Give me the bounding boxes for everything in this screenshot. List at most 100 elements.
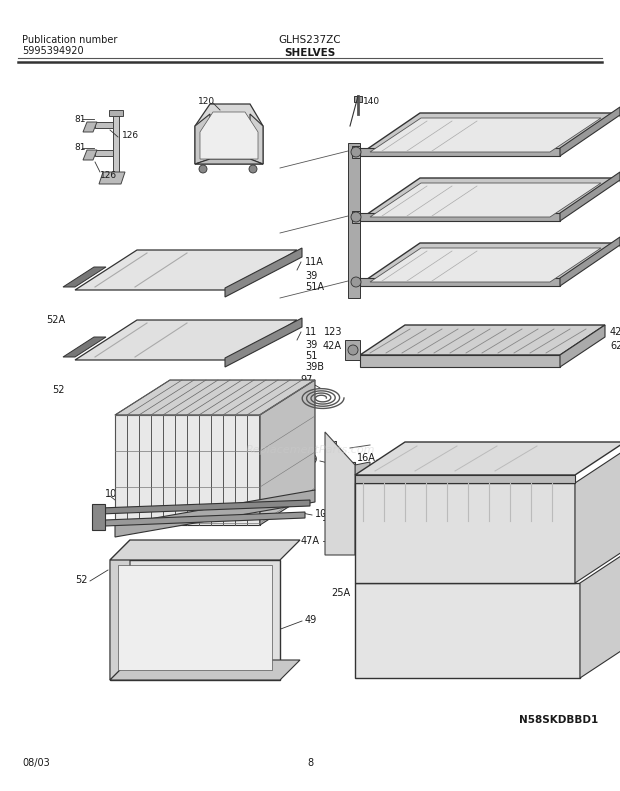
Text: 51: 51: [305, 351, 317, 361]
Text: 2: 2: [356, 485, 362, 495]
Text: 47A: 47A: [301, 536, 320, 546]
Polygon shape: [370, 118, 601, 152]
Text: 42: 42: [610, 327, 620, 337]
Polygon shape: [352, 276, 360, 288]
Polygon shape: [195, 114, 210, 164]
Text: 39: 39: [305, 340, 317, 350]
Text: 52: 52: [76, 575, 88, 585]
Polygon shape: [360, 355, 560, 367]
Polygon shape: [575, 450, 620, 583]
Text: 52A: 52A: [46, 315, 65, 325]
Text: 126: 126: [100, 171, 117, 180]
Polygon shape: [95, 122, 113, 128]
Polygon shape: [360, 243, 620, 284]
Polygon shape: [360, 148, 560, 156]
Polygon shape: [225, 318, 302, 367]
Polygon shape: [63, 267, 106, 287]
Text: ReplacementParts.com: ReplacementParts.com: [246, 445, 374, 455]
Text: 8: 8: [307, 758, 313, 768]
Polygon shape: [560, 325, 605, 367]
Text: GLHS237ZC: GLHS237ZC: [278, 35, 342, 45]
Text: 16A: 16A: [357, 453, 376, 463]
Text: 25A: 25A: [456, 615, 474, 625]
Polygon shape: [360, 213, 560, 221]
Polygon shape: [348, 143, 360, 298]
Polygon shape: [195, 104, 263, 164]
Polygon shape: [99, 172, 125, 184]
Polygon shape: [325, 432, 355, 555]
Polygon shape: [260, 380, 315, 525]
Polygon shape: [370, 248, 601, 282]
Text: 101: 101: [105, 489, 123, 499]
Polygon shape: [225, 248, 302, 297]
Text: Publication number: Publication number: [22, 35, 117, 45]
Polygon shape: [560, 107, 620, 156]
Polygon shape: [345, 340, 360, 360]
Text: 140: 140: [363, 97, 380, 105]
Text: 08/03: 08/03: [22, 758, 50, 768]
Polygon shape: [352, 146, 360, 158]
Polygon shape: [63, 337, 106, 357]
Text: 100: 100: [322, 513, 340, 523]
Text: 123: 123: [324, 327, 342, 337]
Polygon shape: [109, 110, 123, 116]
Text: 39B: 39B: [305, 362, 324, 372]
Polygon shape: [75, 320, 297, 360]
Polygon shape: [560, 172, 620, 221]
Polygon shape: [115, 415, 260, 525]
Polygon shape: [75, 250, 297, 290]
Polygon shape: [83, 150, 97, 160]
Text: 120: 120: [198, 97, 215, 105]
Polygon shape: [118, 565, 272, 670]
Polygon shape: [355, 583, 580, 678]
Text: 11A: 11A: [305, 257, 324, 267]
Polygon shape: [110, 540, 130, 680]
Polygon shape: [352, 211, 360, 223]
Circle shape: [249, 165, 257, 173]
Polygon shape: [100, 500, 310, 514]
Text: 5995394920: 5995394920: [22, 46, 84, 56]
Text: 42A: 42A: [323, 341, 342, 351]
Circle shape: [351, 212, 361, 222]
Text: SHELVES: SHELVES: [285, 48, 335, 58]
Polygon shape: [113, 112, 119, 177]
Text: 25A: 25A: [331, 588, 350, 598]
Text: 39: 39: [305, 271, 317, 281]
Text: 126: 126: [122, 131, 139, 141]
Circle shape: [348, 345, 358, 355]
Polygon shape: [250, 114, 263, 164]
Circle shape: [199, 165, 207, 173]
Text: 81: 81: [74, 143, 86, 153]
Polygon shape: [195, 159, 263, 164]
Text: 97: 97: [300, 375, 312, 385]
Circle shape: [403, 462, 421, 480]
Polygon shape: [200, 112, 258, 159]
Polygon shape: [92, 504, 105, 530]
Text: 11: 11: [305, 327, 317, 337]
Polygon shape: [95, 150, 113, 156]
Text: 62: 62: [610, 341, 620, 351]
Polygon shape: [83, 122, 97, 132]
Text: 51A: 51A: [305, 282, 324, 292]
Text: 81: 81: [328, 441, 340, 451]
Polygon shape: [332, 462, 355, 485]
Polygon shape: [355, 475, 575, 483]
Polygon shape: [370, 183, 601, 217]
Text: 47A: 47A: [456, 538, 474, 548]
Polygon shape: [360, 113, 620, 154]
Polygon shape: [110, 540, 300, 560]
Text: 109: 109: [299, 455, 318, 465]
Polygon shape: [105, 512, 305, 526]
Polygon shape: [580, 550, 620, 678]
Text: 27: 27: [459, 635, 471, 645]
Polygon shape: [115, 490, 315, 537]
Polygon shape: [355, 442, 620, 475]
Polygon shape: [355, 483, 575, 583]
Text: 49: 49: [305, 615, 317, 625]
Polygon shape: [110, 560, 280, 680]
Circle shape: [351, 147, 361, 157]
Polygon shape: [360, 325, 605, 355]
Polygon shape: [360, 178, 620, 219]
Text: 15A: 15A: [426, 455, 445, 465]
Polygon shape: [355, 462, 370, 478]
